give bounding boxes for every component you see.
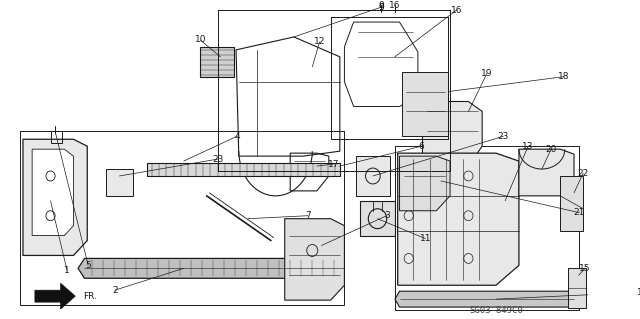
Polygon shape [78,258,344,278]
Polygon shape [106,169,133,196]
Polygon shape [285,219,344,300]
Text: SG03-849C0: SG03-849C0 [469,306,523,315]
Text: 5: 5 [85,261,91,270]
Polygon shape [32,149,74,235]
Text: 6: 6 [419,142,424,151]
Text: 13: 13 [522,142,534,151]
Text: 9: 9 [378,3,384,12]
Text: FR.: FR. [83,292,97,301]
Polygon shape [397,153,519,285]
Polygon shape [399,156,450,211]
Polygon shape [147,163,340,176]
Text: 4: 4 [234,132,240,141]
Polygon shape [422,101,482,166]
Polygon shape [403,72,448,136]
Text: 18: 18 [558,72,570,81]
Text: 20: 20 [545,145,557,154]
Text: 16: 16 [389,1,401,10]
Text: 1: 1 [64,266,70,275]
Polygon shape [568,268,586,308]
Text: 17: 17 [328,160,339,168]
Text: 22: 22 [577,168,589,177]
Polygon shape [23,139,87,256]
Text: 11: 11 [419,234,431,243]
Text: 16: 16 [451,6,462,15]
Polygon shape [560,176,583,231]
Text: 15: 15 [579,264,591,273]
Polygon shape [360,201,395,235]
Text: 2: 2 [112,286,118,295]
Text: 9: 9 [378,1,384,10]
Text: 10: 10 [195,35,206,44]
Text: 19: 19 [481,69,493,78]
Polygon shape [356,156,390,196]
Text: 7: 7 [305,211,310,220]
Polygon shape [35,283,76,309]
Polygon shape [395,291,574,307]
Text: 12: 12 [314,37,325,47]
Polygon shape [200,47,234,77]
Text: 3: 3 [384,211,390,220]
Text: 14: 14 [637,288,640,297]
Text: 23: 23 [212,155,223,164]
Polygon shape [519,149,574,196]
Text: 9: 9 [378,3,384,12]
Text: 23: 23 [498,132,509,141]
Text: 21: 21 [574,208,585,217]
